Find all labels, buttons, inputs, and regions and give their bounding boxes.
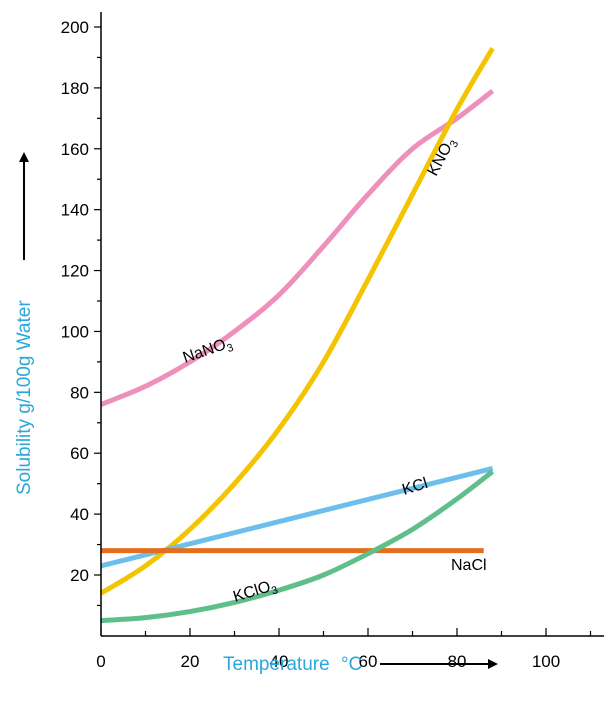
x-tick-label: 0 <box>96 652 105 671</box>
x-axis-title: Temperature °C <box>223 654 362 675</box>
y-tick-label: 180 <box>61 79 89 98</box>
x-tick-label: 100 <box>532 652 560 671</box>
x-axis-title-text: Temperature <box>223 654 330 675</box>
series-lines <box>99 47 495 624</box>
series-line-kno3 <box>99 47 495 596</box>
y-axis-title: Solubility g/100g Water <box>14 300 35 495</box>
x-tick-label: 20 <box>181 652 200 671</box>
tick-labels: 20 40 60 80 100 120 140 160 180 200 0 20 40 60 80 100 <box>61 18 561 671</box>
y-axis-title-text: Solubility g/100g Water <box>14 300 35 495</box>
axes <box>94 12 604 637</box>
series-line-nano3 <box>100 88 495 407</box>
x-axis-unit: °C <box>341 654 362 675</box>
y-tick-label: 80 <box>70 383 89 402</box>
y-tick-label: 40 <box>70 505 89 524</box>
y-tick-label: 140 <box>61 201 89 220</box>
x-tick-label: 80 <box>448 652 467 671</box>
y-tick-label: 160 <box>61 140 89 159</box>
x-tick-label: 40 <box>270 652 289 671</box>
series-label-nacl: NaCl <box>451 557 487 574</box>
y-tick-label: 120 <box>61 262 89 281</box>
y-tick-label: 60 <box>70 444 89 463</box>
y-tick-label: 20 <box>70 566 89 585</box>
y-tick-label: 200 <box>61 18 89 37</box>
series-label-kclo3: KClO3 <box>231 577 279 609</box>
x-tick-label: 60 <box>359 652 378 671</box>
y-tick-label: 100 <box>61 322 89 341</box>
series-line-kclo3 <box>100 469 495 624</box>
series-label-kcl: KCl <box>400 475 430 499</box>
